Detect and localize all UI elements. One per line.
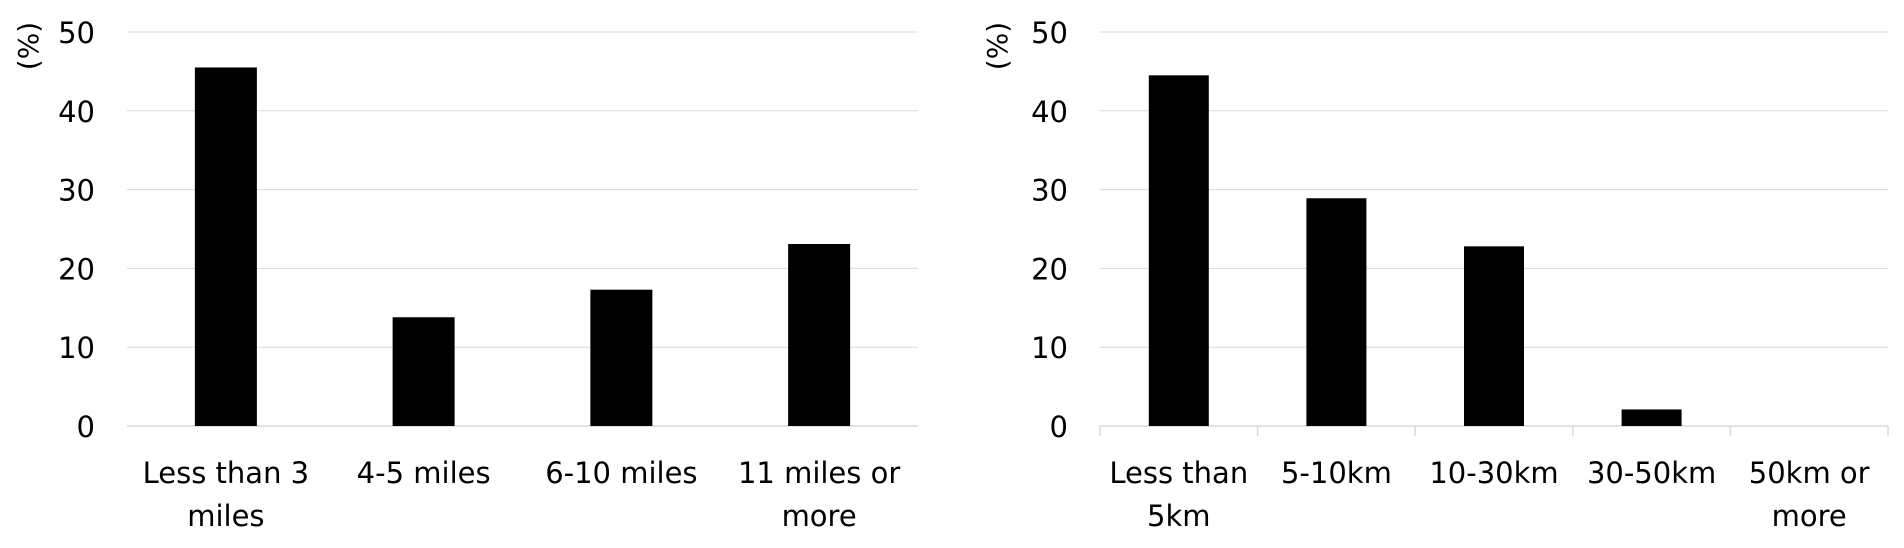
bar [392,317,455,426]
y-tick-label: 50 [58,16,95,50]
bar [1306,198,1367,426]
x-tick-label: 10-30km [1429,456,1558,490]
x-tick-label: Less than 3 [143,456,310,490]
y-tick-label: 10 [1031,331,1068,365]
y-tick-label: 30 [1031,174,1068,208]
y-tick-label: 20 [58,252,95,286]
y-tick-label: 0 [1050,410,1068,444]
x-tick-label: Less than [1109,456,1248,490]
bar [1621,409,1682,426]
y-tick-label: 10 [58,331,95,365]
bar [1464,246,1524,426]
bar [1148,75,1209,426]
distance-km-chart: 0 10 20 30 40 50 (%) Less than 5km 5-10km 10-30km 3… [981,16,1889,533]
y-tick-label: 50 [1031,16,1068,50]
y-tick-label: 30 [58,174,95,208]
x-tick-label: 5-10km [1281,456,1392,490]
x-tick-label: 5km [1147,499,1211,533]
x-tick-label: more [782,499,857,533]
x-tick-label: more [1772,499,1847,533]
bar [590,289,653,426]
y-tick-label: 0 [77,410,95,444]
bar [194,67,257,427]
y-tick-label: 40 [1031,95,1068,129]
bar [788,243,851,426]
distance-miles-chart: 0 10 20 30 40 50 (%) Less than 3 miles 4-5 miles 6… [12,16,918,533]
y-axis-label: (%) [981,22,1014,70]
x-tick-label: 50km or [1749,456,1870,490]
x-tick-label: 30-50km [1587,456,1716,490]
x-tick-label: 11 miles or [738,456,900,490]
y-tick-label: 40 [58,95,95,129]
x-tick-label: 4-5 miles [357,456,491,490]
x-tick-label: 6-10 miles [545,456,697,490]
y-axis-label: (%) [12,22,45,70]
y-tick-label: 20 [1031,252,1068,286]
x-tick-label: miles [187,499,264,533]
